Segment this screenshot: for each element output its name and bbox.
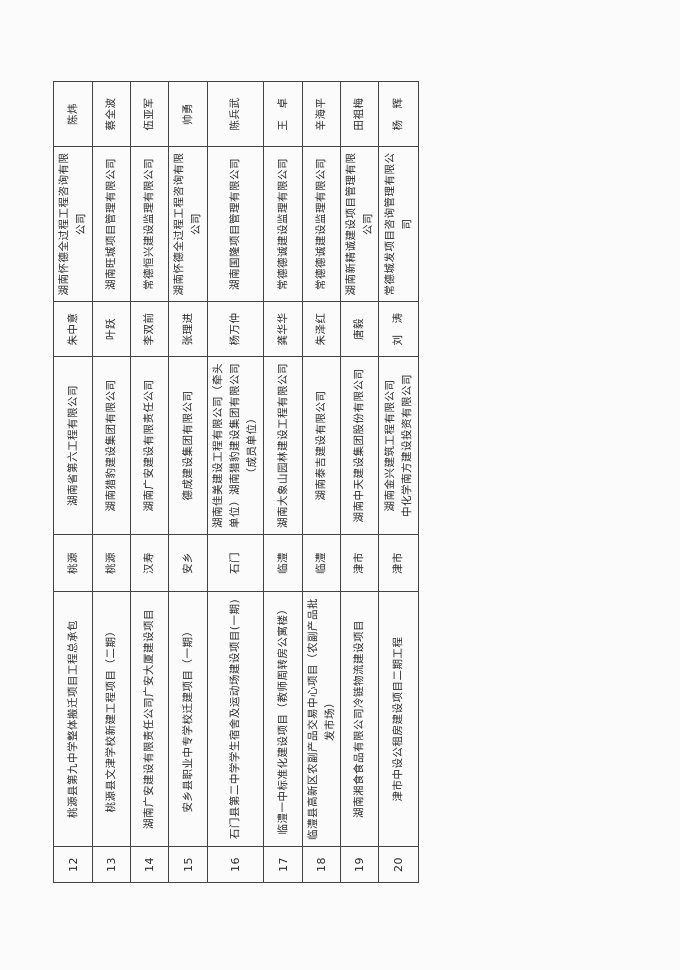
project-manager: 叶跃 (92, 301, 131, 357)
chief-supervisor: 伍亚军 (130, 81, 169, 147)
row-number: 12 (53, 846, 93, 883)
chief-supervisor: 王 卓 (263, 81, 303, 147)
chief-supervisor: 杨 辉 (378, 81, 419, 147)
table-row: 19 湖南湘食食品有限公司冷链物流建设项目 津市 湖南中天建设集团股份有限公司 唐毅 湖南… (340, 81, 379, 883)
supervision-company: 常德恒兴建设监理有限公司 (130, 146, 169, 302)
contractor-line: 湖南猎豹建设集团有限公司 (105, 379, 117, 512)
project-name: 桃源县文津学校新建工程项目（二期） (92, 591, 131, 847)
table-row: 15 安乡县职业中专学校迁建项目（一期） 安乡 德成建设集团有限公司 张理进 湖南怀德全过… (168, 81, 208, 883)
chief-supervisor: 辛海平 (302, 81, 341, 147)
chief-supervisor: 陈兵武 (207, 81, 264, 147)
contractor: 湖南猎豹建设集团有限公司 (92, 356, 131, 535)
row-number: 16 (207, 846, 264, 883)
contractor-line: 中化学南方建设投资有限公司 (400, 374, 413, 517)
project-name: 桃源县第九中学整体搬迁项目工程总承包 (53, 591, 93, 847)
contractor-line: 湖南大象山园林建设工程有限公司 (276, 363, 289, 528)
table-row: 14 湖南广安建设有限责任公司广安大厦建设项目 汉寿 湖南广安建设有限责任公司 李双前常… (130, 81, 169, 883)
location: 临澧 (302, 534, 341, 592)
rotated-table-wrapper: 12 桃源县第九中学整体搬迁项目工程总承包 桃源 湖南省第六工程有限公司 朱中意 湖南怀德… (53, 81, 419, 883)
chief-supervisor: 蔡全波 (92, 81, 131, 147)
contractor: 湖南泰吉建设有限公司 (302, 356, 341, 535)
project-manager: 李双前 (130, 301, 169, 357)
supervision-company: 湖南国隆项目管理有限公司 (207, 146, 264, 302)
chief-supervisor: 陈炜 (53, 81, 93, 147)
row-number: 14 (130, 846, 169, 883)
supervision-company: 常德德诚建设监理有限公司 (263, 146, 303, 302)
location: 津市 (378, 534, 419, 592)
row-number: 20 (378, 846, 419, 883)
project-name: 石门县第二中学学生宿舍及运动场建设项目(一期) (207, 591, 264, 847)
project-manager: 杨万仲 (207, 301, 264, 357)
project-name: 安乡县职业中专学校迁建项目（一期） (168, 591, 208, 847)
table-row: 16 石门县第二中学学生宿舍及运动场建设项目(一期) 石门 湖南佳美建设工程有限公司（… (207, 81, 264, 883)
supervision-company: 常德城发项目咨询管理有限公司 (378, 146, 419, 302)
contractor-line: 湖南佳美建设工程有限公司（牵头单位）湖南猎豹建设集团有限公司（成员单位） (212, 363, 258, 528)
contractor: 湖南金兴建筑工程有限公司 中化学南方建设投资有限公司 (378, 356, 419, 535)
project-manager: 唐毅 (340, 301, 379, 357)
project-manager: 刘 涛 (378, 301, 419, 357)
project-name: 临澧一中标准化建设项目（教师周转房公寓楼） (263, 591, 303, 847)
contractor-line: 湖南广安建设有限责任公司 (143, 379, 155, 512)
supervision-company: 湖南怀德全过程工程咨询有限公司 (53, 146, 93, 302)
location: 临澧 (263, 534, 303, 592)
contractor-line: 湖南中天建设集团股份有限公司 (353, 368, 365, 523)
location: 安乡 (168, 534, 208, 592)
contractor: 湖南广安建设有限责任公司 (130, 356, 169, 535)
contractor-line: 德成建设集团有限公司 (181, 390, 194, 501)
contractor: 湖南省第六工程有限公司 (53, 356, 93, 535)
contractor: 湖南大象山园林建设工程有限公司 (263, 356, 303, 535)
contractor-line: 湖南省第六工程有限公司 (66, 385, 79, 506)
table-row: 12 桃源县第九中学整体搬迁项目工程总承包 桃源 湖南省第六工程有限公司 朱中意 湖南怀德… (53, 81, 93, 883)
location: 桃源 (92, 534, 131, 592)
row-number: 17 (263, 846, 303, 883)
project-name: 津市中设公租房建设项目二期工程 (378, 591, 419, 847)
contractor: 德成建设集团有限公司 (168, 356, 208, 535)
table-row: 13 桃源县文津学校新建工程项目（二期） 桃源 湖南猎豹建设集团有限公司 叶跃 湖南旺城项… (92, 81, 131, 883)
project-name: 湖南广安建设有限责任公司广安大厦建设项目 (130, 591, 169, 847)
row-number: 15 (168, 846, 208, 883)
project-manager: 朱中意 (53, 301, 93, 357)
location: 桃源 (53, 534, 93, 592)
table-row: 20 津市中设公租房建设项目二期工程 津市 湖南金兴建筑工程有限公司 中化学南方建设投资… (378, 81, 419, 883)
location: 石门 (207, 534, 264, 592)
row-number: 13 (92, 846, 131, 883)
project-manager: 龚华华 (263, 301, 303, 357)
supervision-company: 湖南新精诚建设项目管理有限公司 (340, 146, 379, 302)
contractor: 湖南中天建设集团股份有限公司 (340, 356, 379, 535)
chief-supervisor: 帅勇 (168, 81, 208, 147)
table-row: 18 临澧县高新区农副产品交易中心项目（农副产品批发市场） 临澧 湖南泰吉建设有限公司… (302, 81, 341, 883)
contractor-line: 湖南金兴建筑工程有限公司 (383, 379, 396, 512)
project-manager: 张理进 (168, 301, 208, 357)
location: 汉寿 (130, 534, 169, 592)
project-name: 湖南湘食食品有限公司冷链物流建设项目 (340, 591, 379, 847)
table-row: 17 临澧一中标准化建设项目（教师周转房公寓楼） 临澧 湖南大象山园林建设工程有限公司… (263, 81, 303, 883)
contractor: 湖南佳美建设工程有限公司（牵头单位）湖南猎豹建设集团有限公司（成员单位） (207, 356, 264, 535)
project-name: 临澧县高新区农副产品交易中心项目（农副产品批发市场） (302, 591, 341, 847)
location: 津市 (340, 534, 379, 592)
project-table: 12 桃源县第九中学整体搬迁项目工程总承包 桃源 湖南省第六工程有限公司 朱中意 湖南怀德… (53, 81, 419, 883)
supervision-company: 常德德诚建设监理有限公司 (302, 146, 341, 302)
row-number: 18 (302, 846, 341, 883)
row-number: 19 (340, 846, 379, 883)
project-manager: 朱泽红 (302, 301, 341, 357)
supervision-company: 湖南怀德全过程工程咨询有限公司 (168, 146, 208, 302)
contractor-line: 湖南泰吉建设有限公司 (315, 390, 327, 501)
supervision-company: 湖南旺城项目管理有限公司 (92, 146, 131, 302)
chief-supervisor: 田祖梅 (340, 81, 379, 147)
